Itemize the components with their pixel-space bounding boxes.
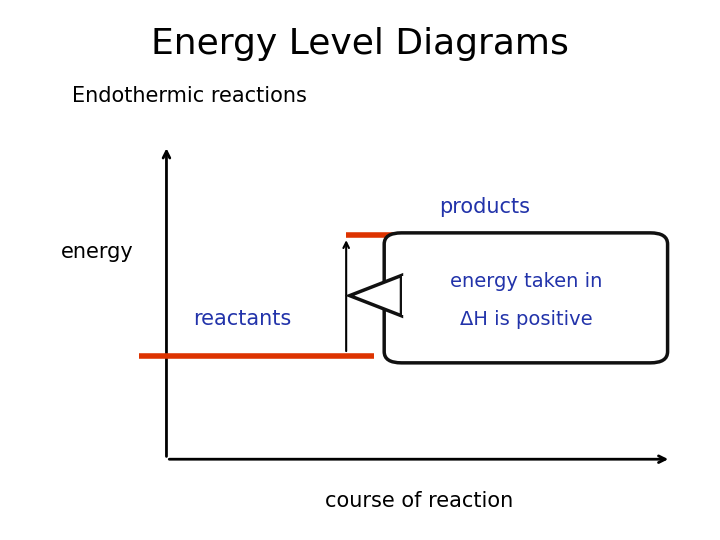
Text: products: products <box>439 197 530 217</box>
FancyBboxPatch shape <box>384 233 667 363</box>
Text: energy: energy <box>61 242 134 262</box>
Polygon shape <box>402 276 429 315</box>
Text: energy taken in: energy taken in <box>450 272 602 291</box>
Text: Endothermic reactions: Endothermic reactions <box>72 86 307 106</box>
Text: Energy Level Diagrams: Energy Level Diagrams <box>151 27 569 61</box>
Text: course of reaction: course of reaction <box>325 490 513 511</box>
Text: ΔH is positive: ΔH is positive <box>459 310 593 329</box>
Polygon shape <box>350 275 402 316</box>
Text: reactants: reactants <box>194 309 292 329</box>
